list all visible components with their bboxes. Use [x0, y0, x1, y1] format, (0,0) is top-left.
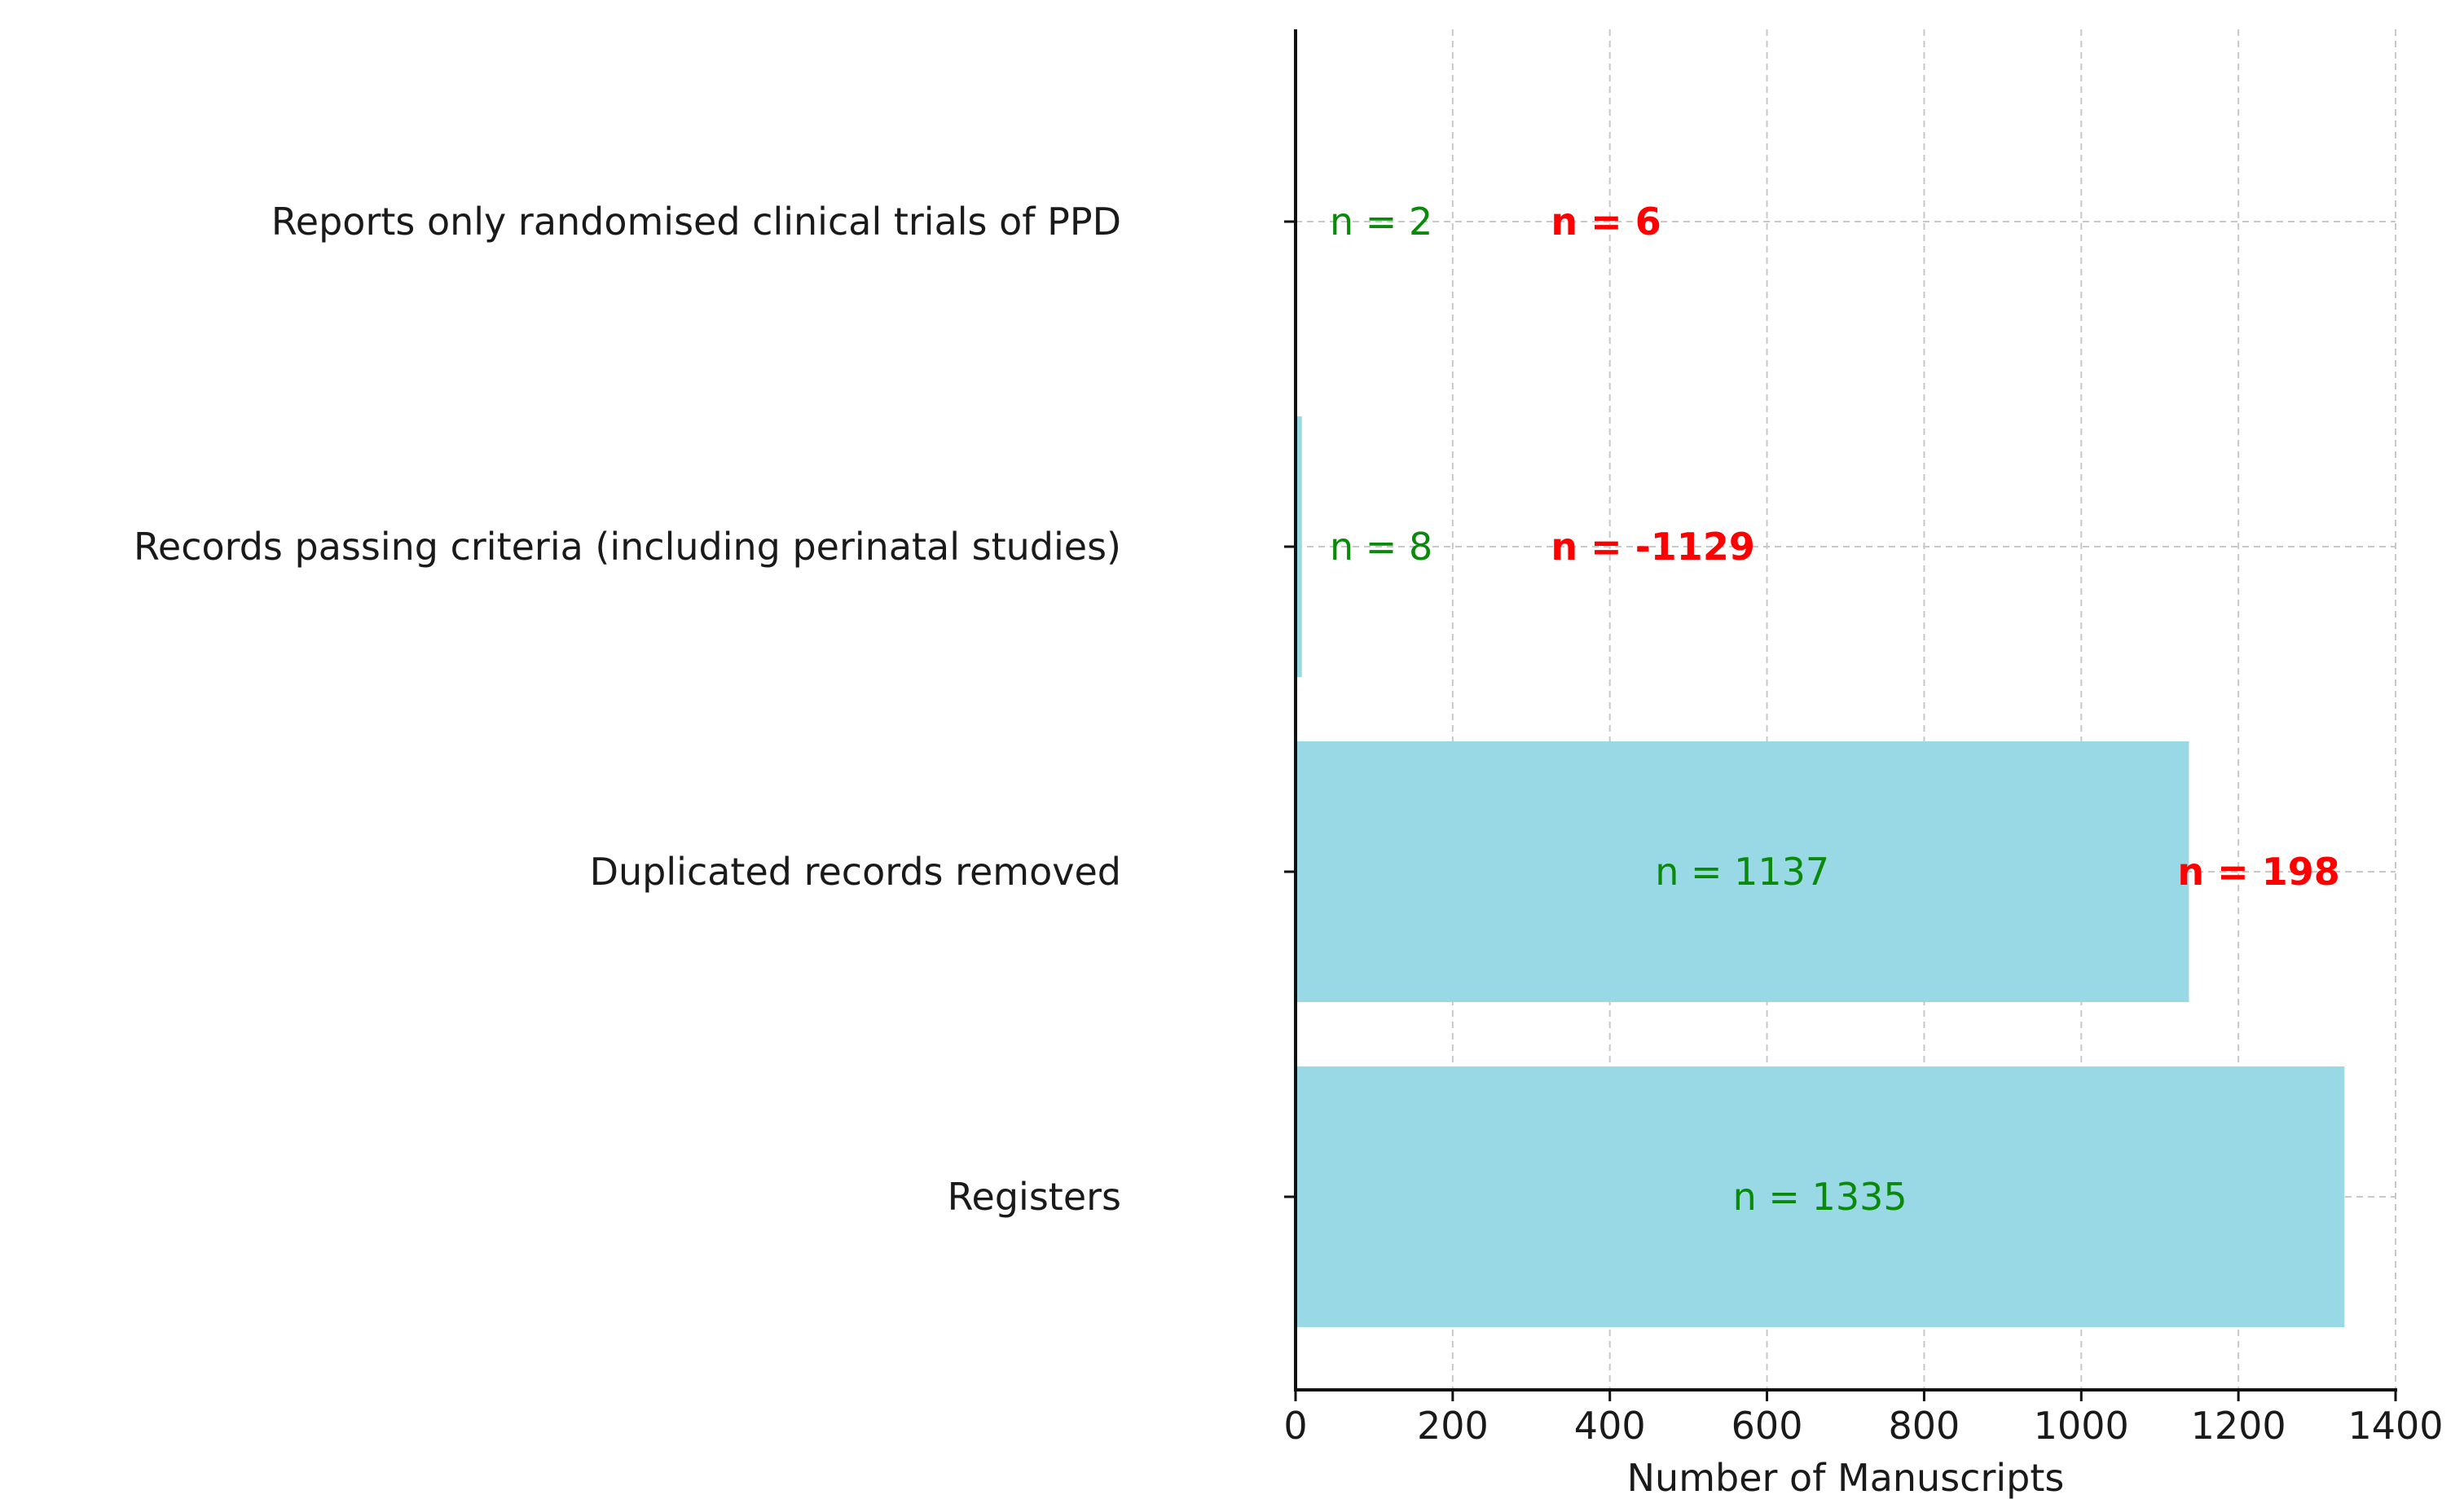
labels: n = 2 n = 8 n = 1137 n = 1335 n = 6 n = -1129… [1330, 200, 2340, 1219]
axes: 0 200 400 600 800 1000 1200 1400 Reports only ra… [134, 29, 2444, 1448]
x-tick-label: 1000 [2034, 1404, 2129, 1448]
value-label: n = 8 [1330, 525, 1432, 569]
value-label: n = 1335 [1733, 1175, 1907, 1219]
x-tick-label: 1400 [2347, 1404, 2443, 1448]
x-tick-label: 800 [1889, 1404, 1960, 1448]
difference-label: n = 198 [2177, 850, 2339, 894]
category-label: Records passing criteria (including peri… [134, 525, 1121, 569]
x-axis-title: Number of Manuscripts [1627, 1456, 2065, 1500]
category-label: Reports only randomised clinical trials … [271, 200, 1121, 244]
x-tick-label: 200 [1417, 1404, 1489, 1448]
x-tick-label: 600 [1731, 1404, 1803, 1448]
category-label: Registers [948, 1175, 1121, 1219]
bar [1296, 741, 2189, 1002]
bar [1296, 1066, 2345, 1327]
value-label: n = 2 [1330, 200, 1432, 244]
x-tick-label: 400 [1574, 1404, 1646, 1448]
value-label: n = 1137 [1655, 850, 1829, 894]
x-tick-label: 1200 [2191, 1404, 2286, 1448]
bar [1296, 416, 1302, 677]
bars [1296, 91, 2345, 1327]
category-label: Duplicated records removed [590, 850, 1121, 894]
x-tick-label: 0 [1283, 1404, 1307, 1448]
difference-label: n = -1129 [1551, 525, 1754, 569]
difference-label: n = 6 [1551, 200, 1661, 244]
